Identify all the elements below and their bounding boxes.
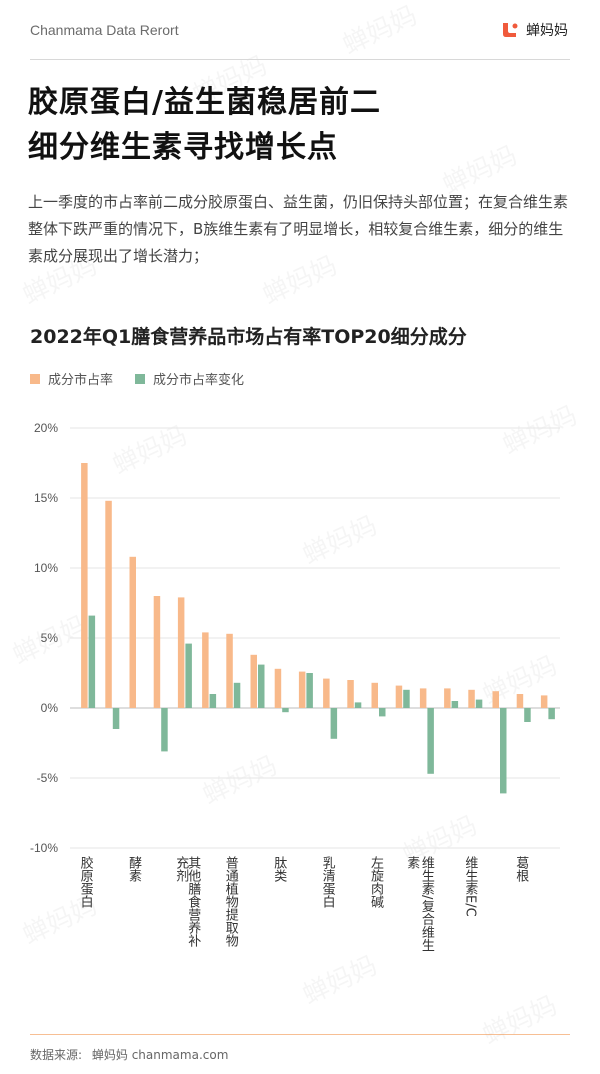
bar-share [492,691,499,708]
x-tick-label: 胶原蛋白 [78,855,94,908]
description-paragraph: 上一季度的市占率前二成分胶原蛋白、益生菌，仍旧保持头部位置；在复合维生素整体下跌… [28,193,569,265]
legend-swatch-change [135,373,146,384]
bar-change [330,708,338,739]
x-tick-label: 普通植物提取物 [223,856,239,948]
bar-change [475,699,483,708]
bar-share [177,597,185,708]
title-line-1: 胶原蛋白/益生菌稳居前二 [28,85,381,120]
bar-change [209,694,217,708]
bar-share [81,463,88,708]
bar-share [347,680,354,708]
bar-change [524,708,531,722]
bar-change [233,682,241,708]
bar-change [451,701,459,708]
bar-share [468,689,475,708]
bar-share [444,688,451,708]
x-tick-label: 维生素/复合维生 [419,856,435,951]
report-brand-text: Chanmama Data Rerort [30,22,179,38]
footer-label: 数据来源: [30,1048,83,1062]
footer-source: 数据来源: 蝉妈妈 chanmama.com [30,1046,234,1063]
chart-legend: 成分市占率 成分市占率变化 [30,369,266,388]
x-tick-label: 酵素 [126,856,142,882]
legend-item-change: 成分市占率变化 [135,369,244,388]
legend-item-share: 成分市占率 [30,369,113,388]
x-tick-label: 葛根 [513,856,529,882]
bar-share [419,688,427,708]
legend-label-share: 成分市占率 [48,373,114,388]
x-tick-label: 维生素E/C [462,856,478,917]
title-line-2: 细分维生素寻找增长点 [28,130,338,165]
bar-change [112,708,120,729]
x-tick-label: 其他膳食营养补 [185,856,201,947]
header-bar: Chanmama Data Rerort 蝉妈妈 [0,0,600,60]
bar-share [274,668,282,708]
brand-logo: 蝉妈妈 [500,20,568,40]
bar-change [185,643,192,708]
bar-change [161,708,168,752]
x-tick-label: 乳清蛋白 [320,856,336,908]
bar-change [548,708,555,720]
chanmama-logo-icon [500,20,520,40]
bar-change [306,673,313,708]
page-title: 胶原蛋白/益生菌稳居前二 细分维生素寻找增长点 [28,80,568,170]
brand-name: 蝉妈妈 [526,23,568,39]
bar-share [202,632,209,708]
y-tick-label: -5% [37,771,59,785]
y-tick-label: 15% [34,491,58,505]
x-tick-label: 素 [404,856,420,869]
y-tick-label: 5% [41,631,59,645]
x-tick-label: 充剂 [173,855,189,882]
bar-change [354,702,362,708]
footer-source-text: 蝉妈妈 chanmama.com [91,1048,229,1062]
bar-change [88,615,96,708]
y-tick-label: 0% [41,701,59,715]
footer-divider [30,1034,570,1035]
bar-share [298,671,306,708]
bar-share [105,500,112,708]
bar-change [403,689,410,708]
header-divider [30,59,570,60]
bar-share [323,678,330,708]
bar-share [129,556,136,708]
bar-share [516,694,524,708]
bar-change [500,708,507,794]
bar-change [379,708,386,717]
bar-change [427,708,434,774]
y-tick-label: -10% [30,841,58,855]
bar-share [226,633,233,708]
bar-change [258,664,265,708]
x-tick-label: 肽类 [271,856,287,882]
chart-title: 2022年Q1膳食营养品市场占有率TOP20细分成分 [30,326,467,348]
legend-label-change: 成分市占率变化 [153,373,245,388]
bar-change [282,708,289,713]
bar-share [250,654,257,708]
legend-swatch-share [30,373,40,384]
bar-share [395,685,403,708]
y-tick-label: 20% [34,421,58,435]
bar-share [153,596,161,708]
y-tick-label: 10% [34,561,58,575]
x-tick-label: 左旋肉碱 [368,856,384,908]
bar-share [371,682,378,708]
bar-share [540,695,548,708]
